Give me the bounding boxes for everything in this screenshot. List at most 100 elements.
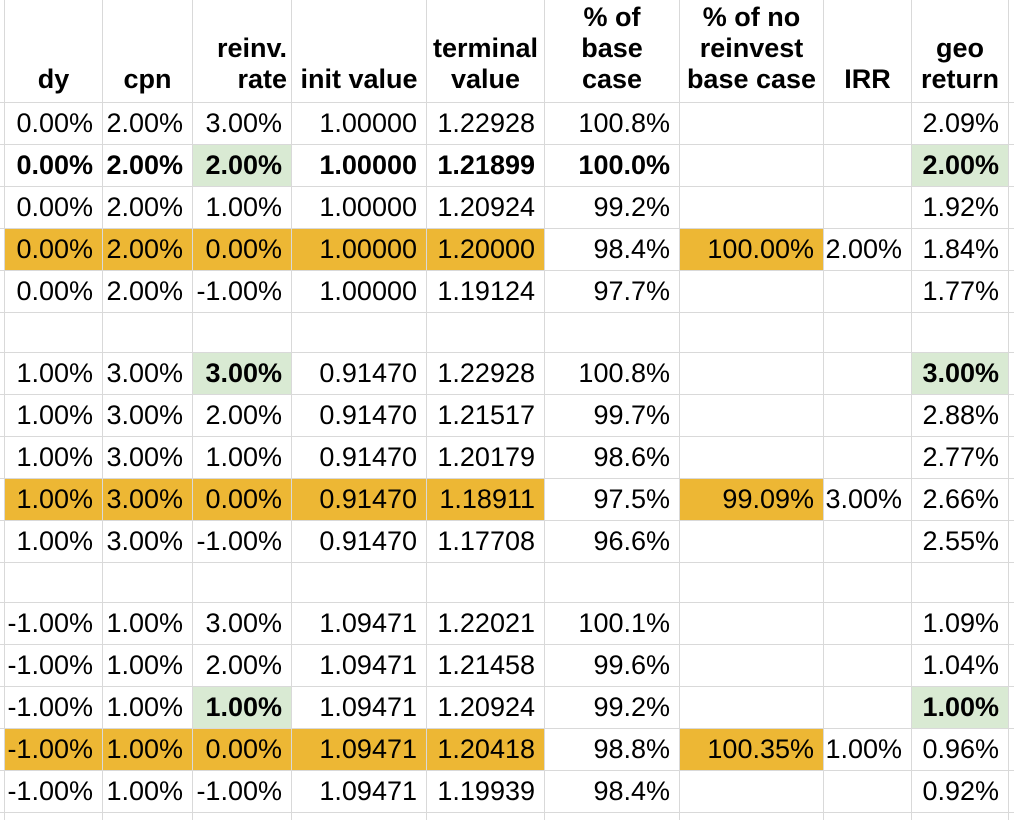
cell-terminal-value[interactable]: 1.21458 bbox=[427, 645, 545, 687]
cell-irr[interactable] bbox=[824, 687, 912, 729]
header-cell-geo-return[interactable]: geo return bbox=[912, 0, 1009, 103]
cell-irr[interactable] bbox=[824, 187, 912, 229]
cell-dy[interactable] bbox=[5, 563, 103, 603]
cell-geo-return[interactable]: 2.77% bbox=[912, 437, 1009, 479]
cell-geo-return[interactable]: 1.04% bbox=[912, 645, 1009, 687]
cell-terminal-value[interactable]: 1.19124 bbox=[427, 271, 545, 313]
cell-geo-return[interactable]: 1.77% bbox=[912, 271, 1009, 313]
cell-terminal-value[interactable]: 1.18911 bbox=[427, 479, 545, 521]
cell-pct-of-base-case[interactable]: 97.5% bbox=[545, 479, 680, 521]
cell-reinv-rate[interactable]: 1.00% bbox=[193, 687, 292, 729]
cell-terminal-value[interactable]: 1.19939 bbox=[427, 771, 545, 813]
cell-pct-of-no-reinvest-base-case[interactable] bbox=[680, 687, 824, 729]
cell-init-value[interactable]: 0.91470 bbox=[292, 479, 427, 521]
cell-terminal-value[interactable]: 1.17708 bbox=[427, 521, 545, 563]
cell-geo-return[interactable] bbox=[912, 313, 1009, 353]
cell-init-value[interactable]: 0.91470 bbox=[292, 395, 427, 437]
cell-pct-of-no-reinvest-base-case[interactable] bbox=[680, 103, 824, 145]
cell-irr[interactable] bbox=[824, 103, 912, 145]
cell-reinv-rate[interactable]: 2.00% bbox=[193, 645, 292, 687]
cell-pct-of-no-reinvest-base-case[interactable] bbox=[680, 395, 824, 437]
cell-dy[interactable] bbox=[5, 313, 103, 353]
header-cell-pct-of-base-case[interactable]: % of base case bbox=[545, 0, 680, 103]
cell-dy[interactable]: 0.00% bbox=[5, 271, 103, 313]
cell-init-value[interactable]: 1.00000 bbox=[292, 187, 427, 229]
cell-geo-return[interactable]: 1.09% bbox=[912, 603, 1009, 645]
cell-pct-of-base-case[interactable]: 99.2% bbox=[545, 187, 680, 229]
cell-geo-return[interactable]: 0.92% bbox=[912, 771, 1009, 813]
cell-terminal-value[interactable]: 1.22928 bbox=[427, 103, 545, 145]
cell-dy[interactable]: 1.00% bbox=[5, 521, 103, 563]
cell-cpn[interactable]: 1.00% bbox=[103, 603, 193, 645]
cell-terminal-value[interactable]: 1.22021 bbox=[427, 603, 545, 645]
header-cell-terminal-value[interactable]: terminal value bbox=[427, 0, 545, 103]
cell-terminal-value[interactable]: 1.21899 bbox=[427, 145, 545, 187]
cell-pct-of-base-case[interactable]: 98.4% bbox=[545, 771, 680, 813]
cell-terminal-value[interactable] bbox=[427, 313, 545, 353]
cell-irr[interactable] bbox=[824, 563, 912, 603]
cell-pct-of-base-case[interactable]: 99.2% bbox=[545, 687, 680, 729]
cell-terminal-value[interactable]: 1.20924 bbox=[427, 687, 545, 729]
cell-pct-of-base-case[interactable] bbox=[545, 313, 680, 353]
cell-reinv-rate[interactable] bbox=[193, 313, 292, 353]
cell-pct-of-no-reinvest-base-case[interactable] bbox=[680, 437, 824, 479]
cell-cpn[interactable]: 1.00% bbox=[103, 771, 193, 813]
cell-reinv-rate[interactable]: -1.00% bbox=[193, 271, 292, 313]
cell-pct-of-base-case[interactable]: 98.4% bbox=[545, 229, 680, 271]
cell-geo-return[interactable]: 2.55% bbox=[912, 521, 1009, 563]
cell-pct-of-no-reinvest-base-case[interactable] bbox=[680, 187, 824, 229]
cell-init-value[interactable] bbox=[292, 813, 427, 820]
cell-init-value[interactable]: 1.00000 bbox=[292, 271, 427, 313]
cell-irr[interactable] bbox=[824, 395, 912, 437]
cell-cpn[interactable]: 3.00% bbox=[103, 479, 193, 521]
header-cell-dy[interactable]: dy bbox=[5, 0, 103, 103]
cell-cpn[interactable]: 2.00% bbox=[103, 271, 193, 313]
cell-pct-of-base-case[interactable] bbox=[545, 563, 680, 603]
cell-geo-return[interactable]: 2.66% bbox=[912, 479, 1009, 521]
cell-irr[interactable] bbox=[824, 813, 912, 820]
cell-dy[interactable]: -1.00% bbox=[5, 645, 103, 687]
cell-pct-of-no-reinvest-base-case[interactable] bbox=[680, 813, 824, 820]
cell-pct-of-no-reinvest-base-case[interactable]: 100.35% bbox=[680, 729, 824, 771]
cell-geo-return[interactable]: 3.00% bbox=[912, 353, 1009, 395]
cell-cpn[interactable]: 1.00% bbox=[103, 645, 193, 687]
cell-dy[interactable]: 1.00% bbox=[5, 437, 103, 479]
cell-init-value[interactable]: 1.09471 bbox=[292, 771, 427, 813]
cell-geo-return[interactable] bbox=[912, 813, 1009, 820]
cell-reinv-rate[interactable]: -1.00% bbox=[193, 521, 292, 563]
cell-irr[interactable] bbox=[824, 145, 912, 187]
cell-geo-return[interactable]: 2.88% bbox=[912, 395, 1009, 437]
cell-dy[interactable]: 0.00% bbox=[5, 187, 103, 229]
cell-dy[interactable] bbox=[5, 813, 103, 820]
cell-cpn[interactable]: 3.00% bbox=[103, 395, 193, 437]
cell-dy[interactable]: 0.00% bbox=[5, 229, 103, 271]
cell-cpn[interactable]: 1.00% bbox=[103, 729, 193, 771]
cell-reinv-rate[interactable]: 3.00% bbox=[193, 603, 292, 645]
cell-geo-return[interactable]: 2.00% bbox=[912, 145, 1009, 187]
cell-pct-of-no-reinvest-base-case[interactable] bbox=[680, 353, 824, 395]
cell-geo-return[interactable]: 2.09% bbox=[912, 103, 1009, 145]
cell-cpn[interactable]: 2.00% bbox=[103, 145, 193, 187]
cell-pct-of-no-reinvest-base-case[interactable] bbox=[680, 771, 824, 813]
cell-pct-of-base-case[interactable]: 100.8% bbox=[545, 103, 680, 145]
cell-pct-of-base-case[interactable]: 98.8% bbox=[545, 729, 680, 771]
cell-init-value[interactable]: 0.91470 bbox=[292, 521, 427, 563]
cell-pct-of-no-reinvest-base-case[interactable]: 100.00% bbox=[680, 229, 824, 271]
cell-init-value[interactable]: 1.00000 bbox=[292, 229, 427, 271]
cell-reinv-rate[interactable]: 2.00% bbox=[193, 145, 292, 187]
cell-pct-of-base-case[interactable] bbox=[545, 813, 680, 820]
cell-init-value[interactable]: 1.00000 bbox=[292, 103, 427, 145]
cell-irr[interactable] bbox=[824, 771, 912, 813]
cell-cpn[interactable]: 1.00% bbox=[103, 687, 193, 729]
header-cell-pct-of-no-reinvest-base-case[interactable]: % of no reinvest base case bbox=[680, 0, 824, 103]
cell-dy[interactable]: 0.00% bbox=[5, 103, 103, 145]
cell-geo-return[interactable]: 1.92% bbox=[912, 187, 1009, 229]
cell-geo-return[interactable]: 0.96% bbox=[912, 729, 1009, 771]
cell-init-value[interactable]: 0.91470 bbox=[292, 353, 427, 395]
header-cell-cpn[interactable]: cpn bbox=[103, 0, 193, 103]
cell-reinv-rate[interactable] bbox=[193, 563, 292, 603]
cell-reinv-rate[interactable]: 3.00% bbox=[193, 103, 292, 145]
cell-dy[interactable]: 1.00% bbox=[5, 479, 103, 521]
cell-reinv-rate[interactable]: 1.00% bbox=[193, 187, 292, 229]
cell-dy[interactable]: -1.00% bbox=[5, 687, 103, 729]
